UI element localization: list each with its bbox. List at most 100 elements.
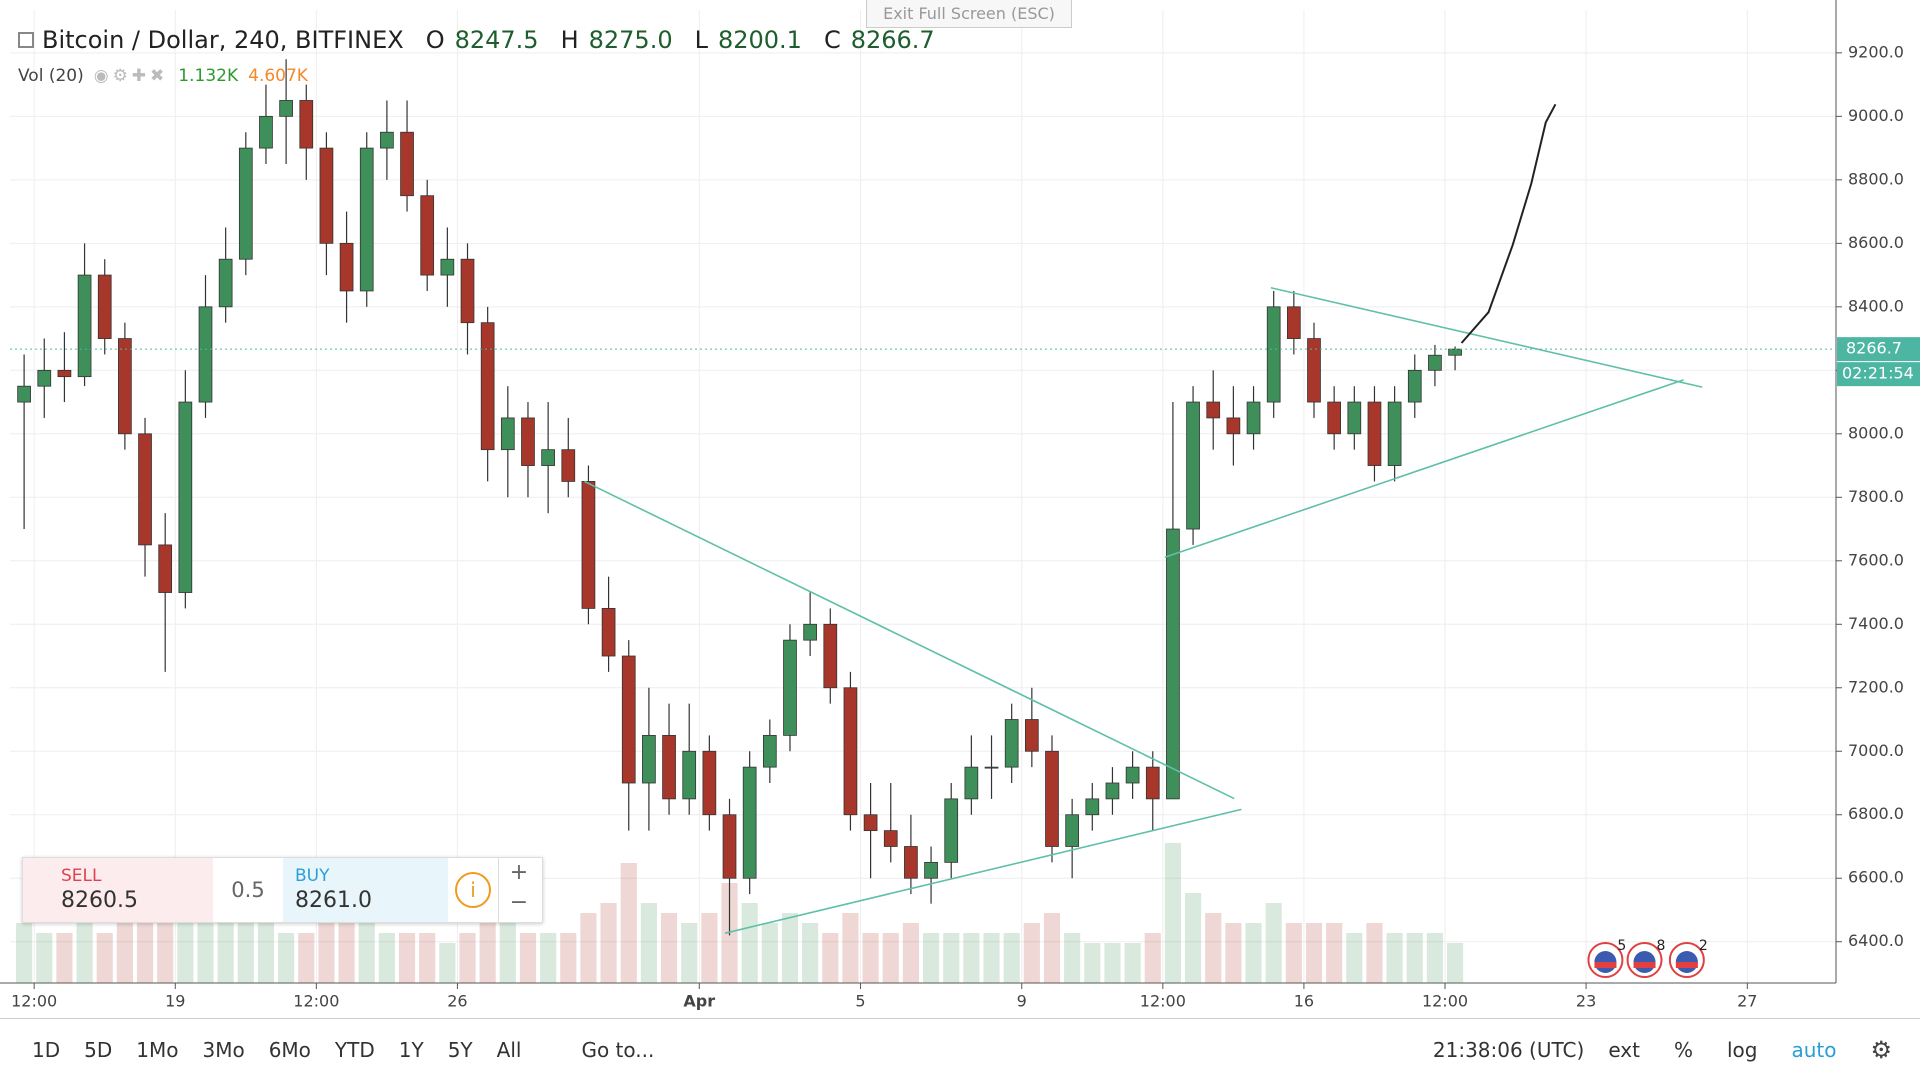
range-button[interactable]: 1D bbox=[32, 1037, 61, 1062]
x-tick-label: 5 bbox=[855, 992, 865, 1011]
candle-body bbox=[924, 861, 938, 879]
goto-button[interactable]: Go to... bbox=[581, 1037, 655, 1062]
range-button[interactable]: All bbox=[496, 1037, 522, 1062]
range-button[interactable]: 3Mo bbox=[202, 1037, 245, 1062]
candle-body bbox=[1206, 401, 1221, 419]
range-button[interactable]: 5D bbox=[84, 1037, 113, 1062]
sell-button[interactable]: SELL 8260.5 bbox=[23, 858, 213, 922]
candle-body bbox=[1307, 338, 1321, 403]
volume-bar bbox=[761, 923, 778, 983]
range-button[interactable]: 1Y bbox=[398, 1037, 424, 1062]
candle-body bbox=[118, 338, 132, 435]
study-icons[interactable]: ◉⚙✚✖ bbox=[93, 66, 169, 86]
exit-fullscreen[interactable]: Exit Full Screen (ESC) bbox=[866, 0, 1072, 28]
candle-body bbox=[440, 258, 455, 276]
volume-bar bbox=[580, 913, 597, 983]
candle-body bbox=[682, 750, 697, 800]
candle-body bbox=[17, 385, 31, 403]
candle-body bbox=[37, 369, 52, 387]
candle-body bbox=[1145, 766, 1160, 800]
candle-body bbox=[420, 195, 435, 276]
event-stripes bbox=[1633, 962, 1656, 968]
candle-body bbox=[783, 639, 797, 736]
volume-bar bbox=[741, 903, 758, 983]
range-button[interactable]: YTD bbox=[334, 1037, 375, 1062]
scale-option[interactable]: log bbox=[1726, 1037, 1758, 1062]
last-price-label: 8266.7 bbox=[1846, 339, 1902, 358]
candle-body bbox=[1065, 814, 1079, 847]
symbol-header: Bitcoin / Dollar, 240, BITFINEX O 8247.5 H… bbox=[18, 26, 935, 54]
candle-body bbox=[319, 147, 334, 244]
candle-body bbox=[1226, 417, 1241, 435]
volume-bar bbox=[16, 923, 33, 983]
volume-bar bbox=[1386, 933, 1403, 983]
volume-bar bbox=[1426, 933, 1444, 983]
buy-button[interactable]: BUY 8261.0 bbox=[283, 858, 448, 922]
candle-body bbox=[1166, 528, 1180, 800]
info-button[interactable]: i bbox=[448, 858, 498, 922]
buy-price: 8261.0 bbox=[295, 888, 372, 913]
candle-body bbox=[541, 449, 555, 466]
candle-body bbox=[1387, 401, 1402, 466]
candle-body bbox=[1347, 401, 1362, 435]
volume-bar bbox=[237, 913, 254, 983]
candle-body bbox=[339, 242, 354, 292]
scale-option[interactable]: auto bbox=[1791, 1037, 1837, 1062]
volume-bar bbox=[136, 903, 154, 983]
volume-bar bbox=[1184, 893, 1202, 983]
candle-body bbox=[843, 687, 858, 816]
trendline bbox=[1164, 379, 1684, 559]
volume-bar bbox=[1346, 933, 1363, 983]
volume-bar bbox=[96, 933, 113, 983]
x-tick-label: 26 bbox=[447, 992, 467, 1011]
candle-body bbox=[904, 846, 918, 879]
collapse-icon[interactable] bbox=[18, 32, 34, 48]
candle-body bbox=[803, 623, 817, 641]
sell-price: 8260.5 bbox=[61, 888, 138, 913]
volume-bar bbox=[419, 933, 436, 983]
range-button[interactable]: 1Mo bbox=[136, 1037, 179, 1062]
candle-body bbox=[1085, 798, 1100, 816]
volume-bar bbox=[1225, 923, 1242, 983]
x-tick-label: 16 bbox=[1294, 992, 1314, 1011]
range-button[interactable]: 5Y bbox=[447, 1037, 473, 1062]
range-button[interactable]: 6Mo bbox=[268, 1037, 311, 1062]
x-tick-label: 23 bbox=[1576, 992, 1596, 1011]
x-tick-label: 12:00 bbox=[1140, 992, 1186, 1011]
scale-option[interactable]: % bbox=[1673, 1037, 1693, 1062]
candle-body bbox=[722, 814, 737, 879]
event-marker[interactable]: 8 bbox=[1626, 938, 1666, 978]
candle-body bbox=[964, 766, 979, 800]
settings-button[interactable]: ⚙ bbox=[1870, 1035, 1892, 1064]
y-tick-label: 7600.0 bbox=[1848, 550, 1904, 569]
event-marker[interactable]: 2 bbox=[1668, 938, 1708, 978]
candle-body bbox=[380, 131, 394, 149]
volume-bar bbox=[318, 923, 335, 983]
volume-bar bbox=[1043, 913, 1061, 983]
ohlc-key: L bbox=[694, 26, 708, 54]
volume-bar bbox=[1164, 843, 1181, 983]
ohlc-key: H bbox=[560, 26, 579, 54]
candle-body bbox=[259, 115, 273, 149]
candle-body bbox=[642, 734, 656, 784]
quantity[interactable]: 0.5 bbox=[231, 878, 265, 902]
volume-ma-value: 4.607K bbox=[248, 66, 308, 86]
scale-option[interactable]: ext bbox=[1608, 1037, 1640, 1062]
event-marker[interactable]: 5 bbox=[1587, 938, 1626, 978]
volume-bar bbox=[217, 923, 234, 983]
volume-bar bbox=[902, 923, 919, 983]
volume-bar bbox=[1305, 923, 1323, 983]
candle-body bbox=[178, 401, 193, 593]
candle-body bbox=[662, 734, 676, 800]
volume-bar bbox=[56, 933, 73, 983]
volume-bar bbox=[439, 943, 456, 983]
bottom-toolbar: 1D 5D 1Mo 3Mo 6Mo YTD 1Y 5Y All Go to... 21:38:06 … bbox=[0, 1018, 1920, 1080]
order-panel: SELL 8260.5 0.5 BUY 8261.0 i + − bbox=[22, 857, 543, 923]
trendline bbox=[1270, 286, 1703, 388]
clock: 21:38:06 (UTC) bbox=[1432, 1037, 1585, 1062]
qty-stepper[interactable]: + − bbox=[498, 858, 539, 922]
volume-bar bbox=[943, 933, 960, 983]
volume-bar bbox=[983, 933, 1000, 983]
ohlc-value: 8275.0 bbox=[588, 26, 673, 54]
